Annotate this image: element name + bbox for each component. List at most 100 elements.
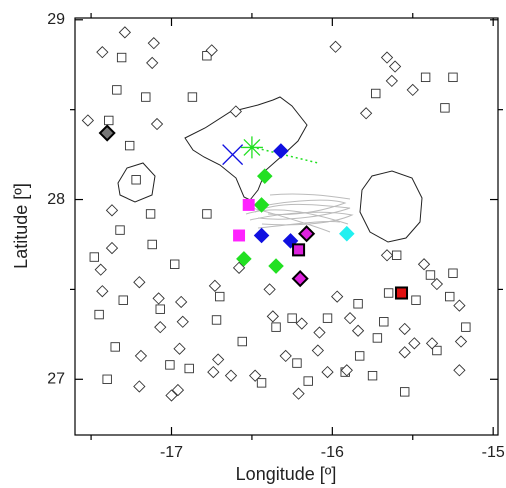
x-axis-title: Longitude [º]: [236, 464, 337, 484]
x-tick-label: -15: [482, 444, 505, 461]
square-marker: [425, 270, 436, 280]
square-marker: [383, 288, 394, 298]
diamond-marker: [205, 44, 218, 57]
diamond-marker: [408, 337, 421, 350]
diamond-marker: [175, 295, 188, 309]
square-marker: [242, 198, 255, 211]
diamond-marker: [105, 241, 119, 255]
plot-frame: [74, 17, 499, 436]
drift-line: [251, 146, 319, 164]
square-marker: [372, 333, 383, 343]
diamond-marker: [105, 204, 119, 217]
square-marker: [354, 351, 365, 361]
diamond-marker: [98, 124, 116, 142]
diamond-marker: [406, 83, 419, 97]
square-marker: [287, 313, 297, 323]
diamond-marker: [291, 270, 309, 288]
square-marker: [461, 322, 471, 332]
diamond-marker: [207, 365, 220, 379]
diamond-marker: [311, 344, 324, 357]
square-marker: [147, 239, 157, 250]
diamond-marker: [96, 285, 109, 298]
square-marker: [187, 92, 198, 102]
diamond-marker: [118, 26, 131, 39]
x-marker: [222, 144, 244, 166]
diamond-marker: [171, 383, 185, 397]
diamond-marker: [268, 258, 284, 274]
diamond-marker: [150, 117, 164, 131]
diamond-marker: [329, 40, 342, 53]
square-marker: [131, 175, 141, 185]
square-marker: [394, 286, 409, 300]
square-marker: [104, 115, 114, 126]
diamond-marker: [380, 51, 394, 64]
square-marker: [215, 291, 225, 302]
track: [261, 199, 347, 215]
diamond-marker: [417, 258, 431, 271]
diamond-marker: [266, 310, 279, 323]
square-marker: [322, 313, 333, 323]
square-marker: [303, 376, 313, 386]
diamond-marker: [380, 249, 394, 262]
diamond-marker: [96, 46, 109, 59]
square-marker: [379, 317, 389, 327]
square-marker: [184, 363, 194, 374]
diamond-marker: [81, 114, 95, 127]
diamond-marker: [454, 335, 468, 348]
square-marker: [271, 322, 281, 332]
diamond-marker: [208, 279, 222, 292]
square-marker: [116, 52, 127, 63]
asterisk-marker: [240, 136, 263, 159]
square-marker: [445, 291, 455, 302]
square-marker: [448, 268, 458, 278]
square-marker: [118, 295, 128, 305]
square-marker: [155, 304, 165, 314]
x-tick-label: -16: [321, 444, 344, 461]
diamond-marker: [359, 107, 373, 120]
diamond-marker: [298, 225, 316, 243]
diamond-marker: [147, 37, 160, 50]
diamond-marker: [339, 225, 355, 242]
square-marker: [102, 374, 112, 384]
diamond-marker: [224, 369, 238, 382]
diamond-marker: [236, 251, 252, 267]
diamond-marker: [279, 349, 292, 363]
square-marker: [110, 342, 120, 352]
square-marker: [411, 295, 421, 305]
diamond-marker: [94, 263, 107, 276]
diamond-marker: [453, 299, 466, 312]
diamond-marker: [331, 290, 344, 303]
y-tick-label: 28: [47, 191, 65, 208]
diamond-marker: [212, 353, 225, 366]
island-gran-canaria: [359, 170, 423, 243]
square-marker: [145, 209, 156, 219]
square-marker: [170, 259, 180, 269]
square-marker: [371, 88, 381, 99]
square-marker: [400, 387, 410, 397]
diamond-marker: [425, 337, 439, 350]
diamond-marker: [340, 364, 353, 377]
square-marker: [89, 252, 100, 262]
square-marker: [420, 72, 431, 83]
diamond-marker: [430, 277, 444, 291]
diamond-marker: [273, 143, 289, 159]
diamond-marker: [388, 60, 402, 73]
diamond-marker: [263, 283, 276, 296]
diamond-marker: [249, 369, 262, 382]
diamond-marker: [173, 342, 186, 355]
square-marker: [202, 209, 212, 219]
square-marker: [256, 378, 267, 388]
square-marker: [94, 309, 104, 320]
square-marker: [141, 92, 151, 102]
island-tenerife: [184, 96, 308, 201]
square-marker: [448, 72, 458, 83]
diamond-marker: [229, 105, 242, 118]
square-marker: [292, 243, 306, 257]
diamond-marker: [152, 292, 165, 305]
square-marker: [391, 250, 402, 260]
square-marker: [432, 345, 442, 356]
map-layer: [117, 96, 423, 243]
diamond-marker: [321, 365, 334, 379]
diamond-marker: [385, 74, 398, 88]
